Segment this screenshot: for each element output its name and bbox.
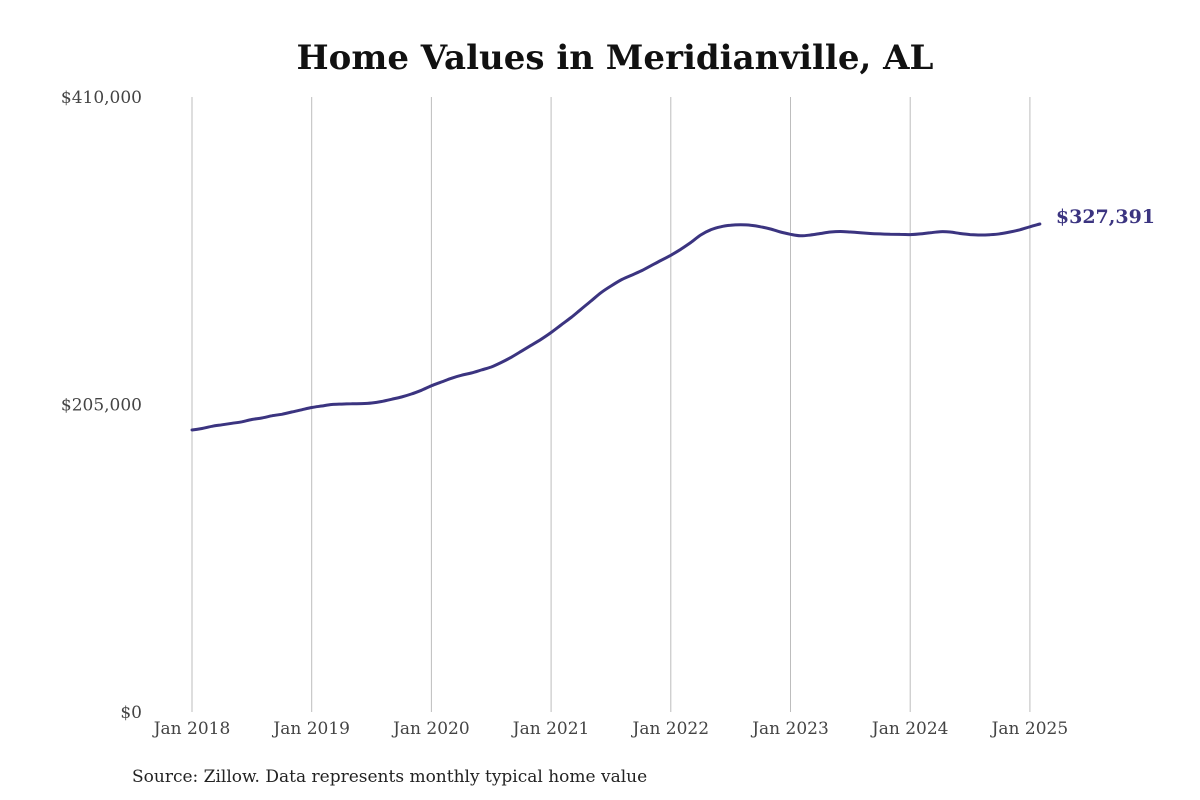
axis-tick-labels: Jan 2018 Jan 2019 Jan 2020 Jan 2021 Jan 2022… bbox=[61, 88, 1068, 739]
x-tick-label: Jan 2021 bbox=[511, 719, 590, 739]
x-tick-label: Jan 2025 bbox=[990, 719, 1069, 739]
y-tick-label: $0 bbox=[120, 703, 142, 723]
chart-title: Home Values in Meridianville, AL bbox=[297, 38, 934, 78]
source-note: Source: Zillow. Data represents monthly … bbox=[132, 767, 647, 787]
end-value-label: $327,391 bbox=[1056, 206, 1155, 228]
y-tick-label: $205,000 bbox=[61, 396, 142, 416]
y-tick-label: $410,000 bbox=[61, 88, 142, 108]
gridlines bbox=[191, 97, 1031, 712]
series-line bbox=[190, 222, 1042, 432]
x-tick-label: Jan 2023 bbox=[750, 719, 829, 739]
x-tick-label: Jan 2019 bbox=[271, 719, 350, 739]
x-tick-label: Jan 2020 bbox=[391, 719, 470, 739]
x-tick-label: Jan 2018 bbox=[152, 719, 231, 739]
x-tick-label: Jan 2022 bbox=[631, 719, 710, 739]
series-layer: $327,391 bbox=[190, 206, 1155, 432]
x-tick-label: Jan 2024 bbox=[870, 719, 949, 739]
